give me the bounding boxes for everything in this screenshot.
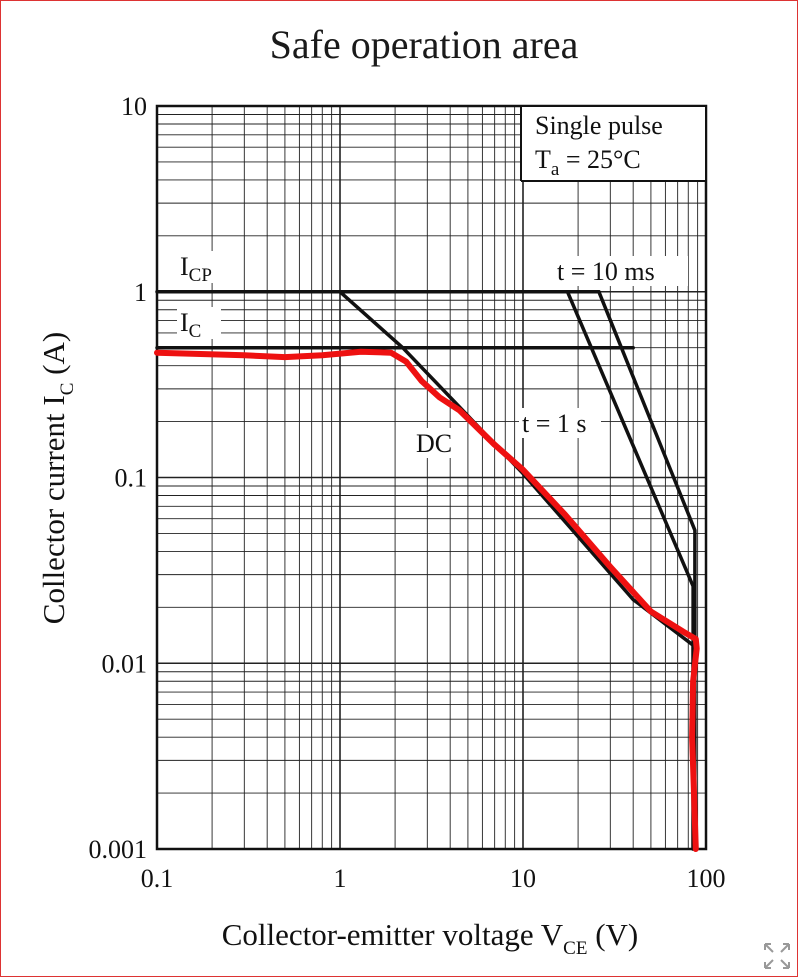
y-tick-label: 0.01 — [102, 649, 148, 678]
series-line-red — [154, 348, 700, 852]
x-tick-label: 10 — [510, 864, 536, 893]
series-line-2 — [338, 290, 695, 851]
x-axis-label: Collector-emitter voltage VCE (V) — [222, 917, 639, 959]
x-tick-label: 1 — [334, 864, 347, 893]
label-icp-bg — [177, 251, 221, 283]
label-t1s: t = 1 s — [522, 409, 587, 438]
x-tick-label: 0.1 — [141, 864, 174, 893]
resize-icon[interactable] — [762, 941, 792, 971]
y-tick-label: 10 — [121, 92, 147, 121]
label-dc: DC — [416, 429, 452, 458]
label-ic: IC — [180, 308, 201, 342]
y-tick-label: 0.001 — [89, 835, 148, 864]
plot-frame — [155, 104, 708, 851]
label-t1s-bg — [519, 408, 601, 438]
condition-pulse: Single pulse — [535, 111, 663, 140]
y-axis-label: Collector current IC (A) — [36, 332, 78, 624]
label-ic-bg — [177, 307, 221, 339]
series-layer — [154, 290, 700, 852]
axis-labels: Collector-emitter voltage VCE (V) Collect… — [36, 332, 638, 959]
label-t10ms: t = 10 ms — [557, 257, 655, 286]
label-dc-bg — [413, 428, 461, 458]
y-tick-label: 0.1 — [115, 464, 148, 493]
label-icp: ICP — [180, 252, 212, 286]
condition-temperature: Ta = 25°C — [535, 145, 641, 180]
label-t10ms-bg — [554, 256, 688, 286]
annotations: Single pulse Ta = 25°C ICP IC DC t = 1 s t = 1… — [177, 106, 706, 458]
x-tick-label: 100 — [687, 864, 726, 893]
tick-labels: 0.1 1 10 100 0.001 0.01 0.1 1 10 — [89, 92, 726, 893]
grid — [155, 104, 708, 851]
series-line-3 — [565, 290, 695, 851]
conditions-box-bg — [521, 107, 705, 181]
chart-title: Safe operation area — [270, 22, 579, 67]
y-tick-label: 1 — [134, 278, 147, 307]
